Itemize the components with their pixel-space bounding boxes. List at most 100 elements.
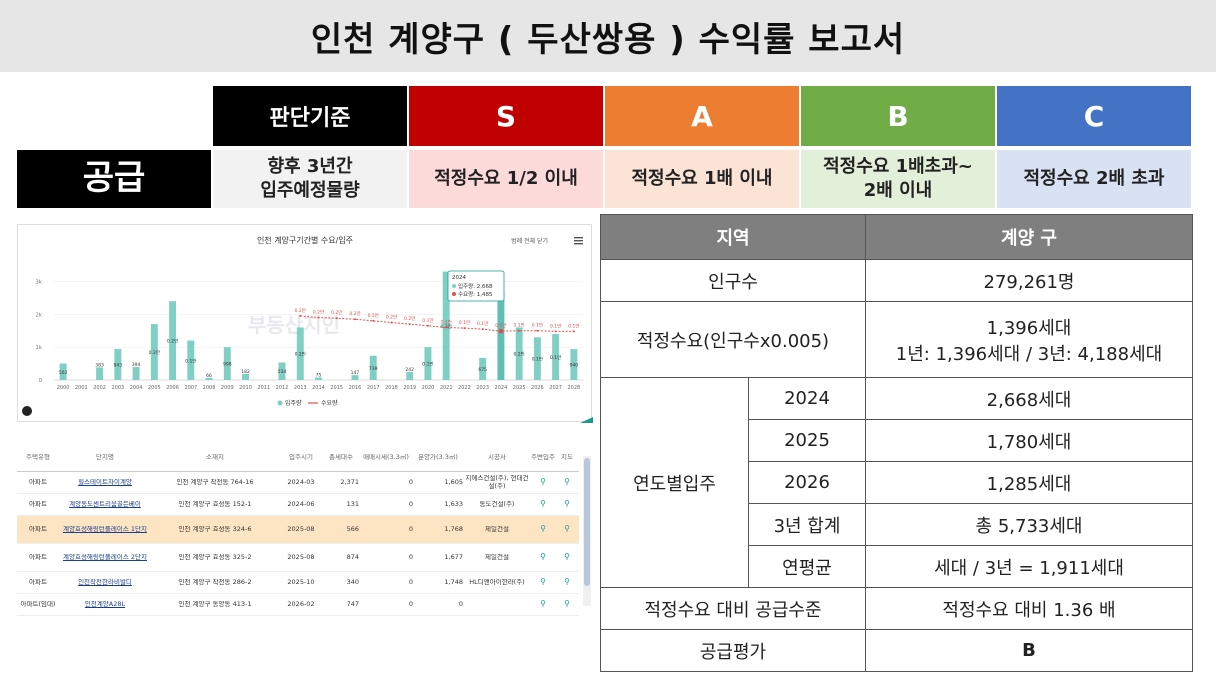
bar-label-2008: 66 bbox=[206, 373, 212, 379]
menu-icon[interactable] bbox=[574, 237, 583, 245]
row-map[interactable]: ⚲ bbox=[555, 553, 579, 562]
bar-supply-2026[interactable] bbox=[533, 337, 541, 380]
bar-label-2028: 940 bbox=[570, 363, 579, 369]
demand-point-2024[interactable] bbox=[498, 328, 504, 334]
demand-point-2022[interactable] bbox=[463, 327, 466, 330]
demand-point-2015[interactable] bbox=[335, 317, 338, 320]
table-row[interactable]: 아파트 인천작전한라비발디 인천 계양구 작전동 286-2 2025-10 340 0 1… bbox=[17, 572, 579, 594]
bar-supply-2016[interactable] bbox=[351, 375, 359, 380]
row-nearby[interactable]: ⚲ bbox=[531, 553, 555, 562]
x-tick-label: 2001 bbox=[75, 385, 88, 391]
bar-label-2017: 739 bbox=[369, 366, 378, 372]
row-map[interactable]: ⚲ bbox=[555, 478, 579, 487]
row-name-link[interactable]: 인천계양A28L bbox=[84, 600, 126, 608]
map-pin-icon[interactable]: ⚲ bbox=[564, 525, 570, 534]
table-scrollbar-thumb[interactable] bbox=[584, 458, 590, 586]
bar-supply-2024[interactable] bbox=[497, 292, 505, 380]
row-name-link[interactable]: 계양동도센트리움골든베이 bbox=[69, 500, 141, 508]
row-nearby[interactable]: ⚲ bbox=[531, 525, 555, 534]
bar-supply-2002[interactable] bbox=[96, 367, 104, 380]
bar-supply-2009[interactable] bbox=[223, 347, 231, 380]
row-nearby[interactable]: ⚲ bbox=[531, 478, 555, 487]
demand-point-2023[interactable] bbox=[481, 328, 484, 331]
bar-supply-2027[interactable] bbox=[552, 334, 560, 380]
bar-supply-2019[interactable] bbox=[406, 372, 414, 380]
legend-demand-label[interactable]: 수요량 bbox=[321, 400, 338, 407]
row-sale: 1,748 bbox=[444, 578, 463, 586]
row-name-link[interactable]: 인천작전한라비발디 bbox=[78, 578, 132, 586]
map-pin-icon[interactable]: ⚲ bbox=[564, 500, 570, 509]
col-nearby: 주변입주 bbox=[531, 453, 555, 461]
demand-point-2016[interactable] bbox=[353, 318, 356, 321]
bar-supply-2003[interactable] bbox=[114, 349, 122, 380]
map-pin-icon[interactable]: ⚲ bbox=[564, 600, 570, 609]
row-nearby[interactable]: ⚲ bbox=[531, 578, 555, 587]
table-row[interactable]: 아파트 계양동도센트리움골든베이 인천 계양구 효성동 152-1 2024-06 13… bbox=[17, 494, 579, 516]
row-map[interactable]: ⚲ bbox=[555, 600, 579, 609]
row-name-link[interactable]: 계양효성해링턴플레이스 2단지 bbox=[63, 553, 147, 561]
demand-point-2028[interactable] bbox=[572, 330, 575, 333]
bar-label-2003: 943 bbox=[114, 363, 123, 369]
nearby-pin-icon[interactable]: ⚲ bbox=[540, 600, 546, 609]
bar-supply-2000[interactable] bbox=[59, 363, 67, 380]
demand-point-2013[interactable] bbox=[299, 314, 302, 317]
bar-supply-2023[interactable] bbox=[479, 357, 487, 380]
bar-supply-2028[interactable] bbox=[570, 349, 578, 380]
demand-point-2025[interactable] bbox=[518, 329, 521, 332]
demand-point-2027[interactable] bbox=[554, 330, 557, 333]
x-tick-label: 2006 bbox=[166, 385, 179, 391]
bar-supply-2005[interactable] bbox=[150, 324, 158, 380]
demand-point-2018[interactable] bbox=[390, 321, 393, 324]
nearby-pin-icon[interactable]: ⚲ bbox=[540, 578, 546, 587]
row-map[interactable]: ⚲ bbox=[555, 525, 579, 534]
grade-s-desc: 적정수요 1/2 이내 bbox=[434, 167, 578, 189]
bar-supply-2013[interactable] bbox=[296, 327, 304, 380]
row-map[interactable]: ⚲ bbox=[555, 578, 579, 587]
demand-point-2014[interactable] bbox=[317, 316, 320, 319]
table-scrollbar[interactable] bbox=[583, 456, 591, 606]
bar-supply-2012[interactable] bbox=[278, 362, 286, 380]
table-row[interactable]: 아파트(임대) 인천계양A28L 인천 계양구 동양동 413-1 2026-02 74… bbox=[17, 594, 579, 616]
demand-point-2019[interactable] bbox=[408, 323, 411, 326]
bar-supply-2020[interactable] bbox=[424, 347, 432, 380]
bar-supply-2007[interactable] bbox=[187, 340, 195, 380]
map-pin-icon[interactable]: ⚲ bbox=[564, 478, 570, 487]
row-name-link[interactable]: 힐스테이트자이계양 bbox=[78, 478, 132, 486]
table-row[interactable]: 아파트 힐스테이트자이계양 인천 계양구 작전동 764-16 2024-03 2,37… bbox=[17, 472, 579, 494]
bar-supply-2010[interactable] bbox=[242, 374, 250, 380]
grade-b-desc1: 적정수요 1배초과~ bbox=[823, 155, 973, 177]
legend-toggle-button[interactable]: 범례 전체 닫기 bbox=[511, 237, 548, 245]
demand-point-2026[interactable] bbox=[536, 329, 539, 332]
nearby-pin-icon[interactable]: ⚲ bbox=[540, 553, 546, 562]
nearby-pin-icon[interactable]: ⚲ bbox=[540, 525, 546, 534]
bar-supply-2014[interactable] bbox=[315, 377, 322, 380]
bar-supply-2004[interactable] bbox=[132, 367, 140, 380]
legend-supply-label[interactable]: 입주량 bbox=[285, 399, 302, 407]
map-pin-icon[interactable]: ⚲ bbox=[564, 578, 570, 587]
demand-label-2013: 0.2만 bbox=[295, 307, 306, 314]
row-units: 747 bbox=[346, 600, 359, 608]
row-map[interactable]: ⚲ bbox=[555, 500, 579, 509]
x-tick-label: 2017 bbox=[367, 385, 380, 391]
total-label: 3년 합계 bbox=[748, 503, 866, 546]
nearby-pin-icon[interactable]: ⚲ bbox=[540, 500, 546, 509]
bar-supply-2017[interactable] bbox=[369, 355, 377, 380]
table-row[interactable]: 아파트 계양효성해링턴플레이스 1단지 인천 계양구 효성동 324-6 2025-0… bbox=[17, 516, 579, 544]
map-pin-icon[interactable]: ⚲ bbox=[564, 553, 570, 562]
grade-a-label: A bbox=[691, 99, 713, 133]
row-nearby[interactable]: ⚲ bbox=[531, 500, 555, 509]
demand-point-2021[interactable] bbox=[445, 326, 448, 329]
row-nearby[interactable]: ⚲ bbox=[531, 600, 555, 609]
row-name-link[interactable]: 계양효성해링턴플레이스 1단지 bbox=[63, 525, 147, 533]
bar-supply-2025[interactable] bbox=[515, 327, 523, 380]
table-row[interactable]: 아파트 계양효성해링턴플레이스 2단지 인천 계양구 효성동 325-2 2025-0… bbox=[17, 544, 579, 572]
avg-label: 연평균 bbox=[748, 545, 866, 588]
year-2026-label: 2026 bbox=[748, 461, 866, 504]
demand-value2: 1년: 1,396세대 / 3년: 4,188세대 bbox=[895, 343, 1163, 365]
demand-point-2017[interactable] bbox=[372, 319, 375, 322]
bar-supply-2021[interactable] bbox=[442, 271, 450, 380]
bar-supply-2006[interactable] bbox=[169, 301, 177, 380]
nearby-pin-icon[interactable]: ⚲ bbox=[540, 478, 546, 487]
demand-point-2020[interactable] bbox=[426, 324, 429, 327]
bar-supply-2008[interactable] bbox=[205, 377, 213, 380]
